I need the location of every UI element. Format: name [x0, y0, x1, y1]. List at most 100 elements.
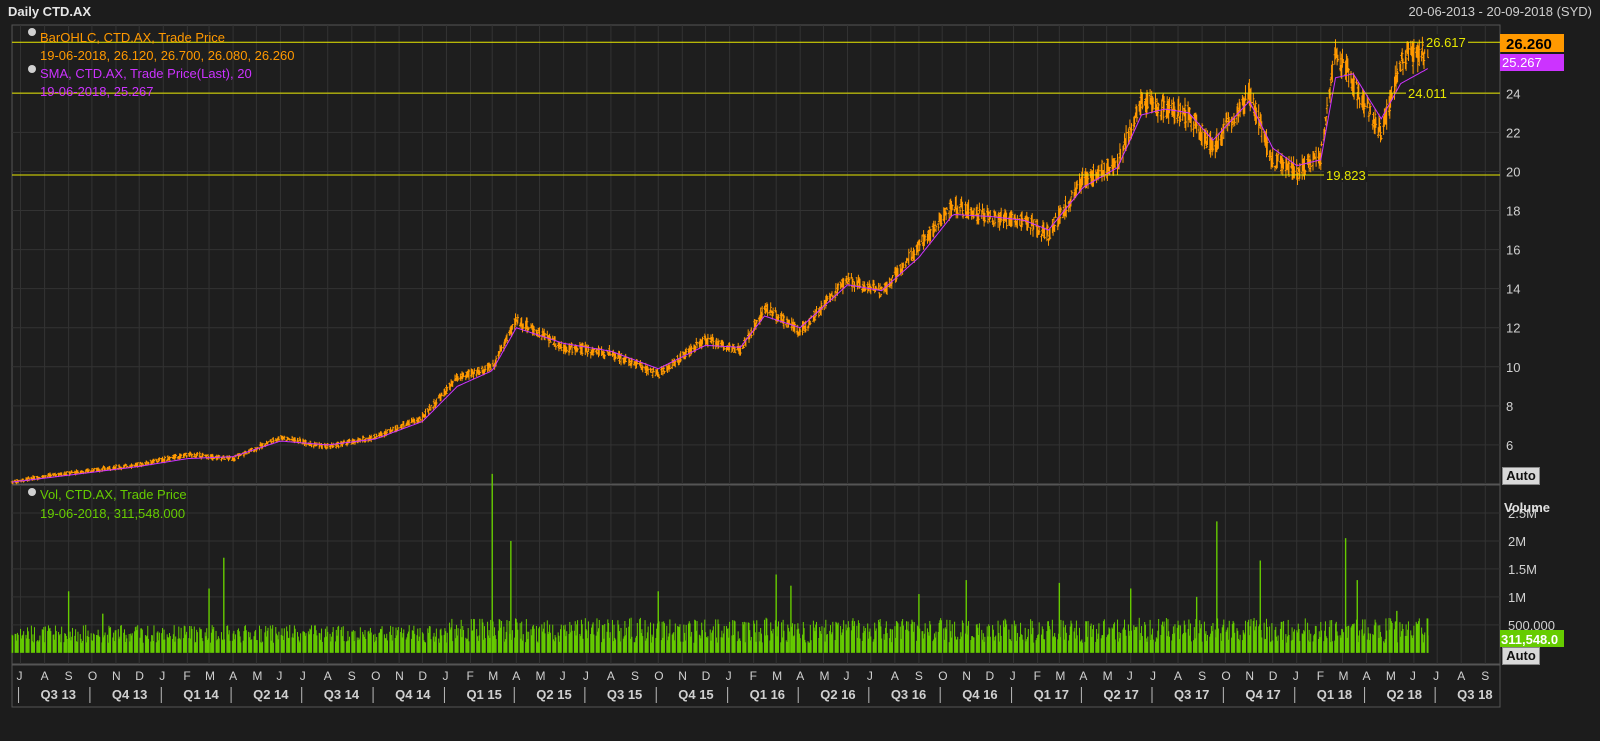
reference-line-label-bg: [1324, 166, 1368, 182]
month-tick-label: N: [678, 669, 687, 683]
price-tick-label: 20: [1506, 164, 1520, 179]
reference-line-label: 24.011: [1408, 86, 1447, 101]
month-tick-label: M: [1055, 669, 1065, 683]
month-tick-label: F: [467, 669, 474, 683]
month-tick-label: J: [1127, 669, 1133, 683]
month-tick-label: S: [915, 669, 923, 683]
reference-line-label-bg: [1406, 85, 1450, 101]
quarter-tick-label: Q2 17: [1103, 687, 1138, 702]
quarter-tick-label: Q4 13: [112, 687, 147, 702]
price-tick-label: 18: [1506, 204, 1520, 219]
month-tick-label: O: [938, 669, 947, 683]
month-tick-label: J: [159, 669, 165, 683]
date-range: 20-06-2013 - 20-09-2018 (SYD): [1408, 4, 1592, 19]
month-tick-label: D: [986, 669, 995, 683]
legend-toggle-icon[interactable]: [28, 28, 36, 36]
price-tick-label: 16: [1506, 243, 1520, 258]
month-tick-label: O: [654, 669, 663, 683]
month-tick-label: A: [1363, 669, 1371, 683]
month-tick-label: J: [442, 669, 448, 683]
volume-tick-label: 2M: [1508, 534, 1526, 549]
quarter-tick-label: Q1 18: [1317, 687, 1352, 702]
auto-scale-volume-button[interactable]: Auto: [1502, 647, 1540, 665]
volume-tick-label: 500,000: [1508, 618, 1555, 633]
month-tick-label: F: [1317, 669, 1324, 683]
month-tick-label: S: [65, 669, 73, 683]
month-tick-label: J: [17, 669, 23, 683]
volume-panel[interactable]: [11, 484, 1501, 665]
month-tick-label: M: [819, 669, 829, 683]
month-tick-label: M: [205, 669, 215, 683]
quarter-tick-label: Q2 15: [536, 687, 571, 702]
month-tick-label: M: [772, 669, 782, 683]
month-tick-label: O: [371, 669, 380, 683]
sma-line: [12, 68, 1429, 483]
month-tick-label: D: [135, 669, 144, 683]
month-tick-label: F: [183, 669, 190, 683]
month-tick-label: J: [300, 669, 306, 683]
quarter-tick-label: Q4 14: [395, 687, 431, 702]
last-volume-label: 311,548.0: [1501, 632, 1558, 647]
month-tick-label: A: [229, 669, 237, 683]
volume-tick-label: 1M: [1508, 590, 1526, 605]
month-tick-label: J: [867, 669, 873, 683]
month-tick-label: A: [41, 669, 49, 683]
month-tick-label: D: [1269, 669, 1278, 683]
month-tick-label: N: [112, 669, 121, 683]
quarter-tick-label: Q3 14: [324, 687, 360, 702]
reference-line-label: 19.823: [1326, 168, 1366, 183]
volume-values: 19-06-2018, 311,548.000: [40, 506, 185, 521]
price-panel[interactable]: [11, 24, 1501, 485]
quarter-tick-label: Q1 17: [1034, 687, 1069, 702]
month-tick-label: M: [1339, 669, 1349, 683]
month-tick-label: J: [583, 669, 589, 683]
month-tick-label: O: [1221, 669, 1230, 683]
price-tick-label: 8: [1506, 399, 1513, 414]
month-tick-label: N: [962, 669, 971, 683]
reference-line-label: 26.617: [1426, 35, 1466, 50]
quarter-tick-label: Q2 14: [253, 687, 289, 702]
quarter-tick-label: Q3 18: [1457, 687, 1492, 702]
month-tick-label: S: [631, 669, 639, 683]
month-tick-label: N: [395, 669, 404, 683]
quarter-tick-label: Q3 13: [41, 687, 76, 702]
last-price-tag: [1500, 34, 1564, 52]
month-tick-label: F: [750, 669, 757, 683]
month-tick-label: J: [560, 669, 566, 683]
price-tick-label: 22: [1506, 125, 1520, 140]
last-sma-tag: [1500, 54, 1564, 71]
quarter-tick-label: Q2 18: [1387, 687, 1422, 702]
auto-scale-price-button[interactable]: Auto: [1502, 467, 1540, 485]
legend-toggle-icon[interactable]: [28, 488, 36, 496]
month-tick-label: J: [1150, 669, 1156, 683]
month-tick-label: M: [488, 669, 498, 683]
reference-line-label-bg: [1424, 34, 1468, 50]
month-tick-label: O: [88, 669, 97, 683]
price-series-name: BarOHLC, CTD.AX, Trade Price: [40, 30, 225, 45]
month-tick-label: J: [1010, 669, 1016, 683]
month-tick-label: J: [1410, 669, 1416, 683]
price-values: 19-06-2018, 26.120, 26.700, 26.080, 26.2…: [40, 48, 294, 63]
legend-toggle-icon[interactable]: [28, 65, 36, 73]
price-legend: BarOHLC, CTD.AX, Trade Price 19-06-2018,…: [28, 28, 294, 99]
volume-legend: Vol, CTD.AX, Trade Price 19-06-2018, 311…: [28, 487, 187, 521]
quarter-tick-label: Q4 17: [1245, 687, 1280, 702]
quarter-tick-label: Q1 16: [750, 687, 785, 702]
volume-tick-label: 1.5M: [1508, 562, 1537, 577]
time-axis[interactable]: [11, 664, 1501, 708]
sma-values: 19-06-2018, 25.267: [40, 84, 153, 99]
quarter-tick-label: Q3 15: [607, 687, 642, 702]
price-tick-label: 24: [1506, 86, 1520, 101]
last-sma-label: 25.267: [1502, 55, 1542, 70]
month-tick-label: S: [348, 669, 356, 683]
month-tick-label: D: [702, 669, 711, 683]
month-tick-label: A: [512, 669, 520, 683]
quarter-tick-label: Q1 15: [466, 687, 501, 702]
window-title: Daily CTD.AX: [8, 4, 92, 19]
volume-tick-label: 2.5M: [1508, 506, 1537, 521]
quarter-tick-label: Q3 16: [891, 687, 926, 702]
volume-series-name: Vol, CTD.AX, Trade Price: [40, 487, 187, 502]
price-tick-label: 14: [1506, 282, 1520, 297]
